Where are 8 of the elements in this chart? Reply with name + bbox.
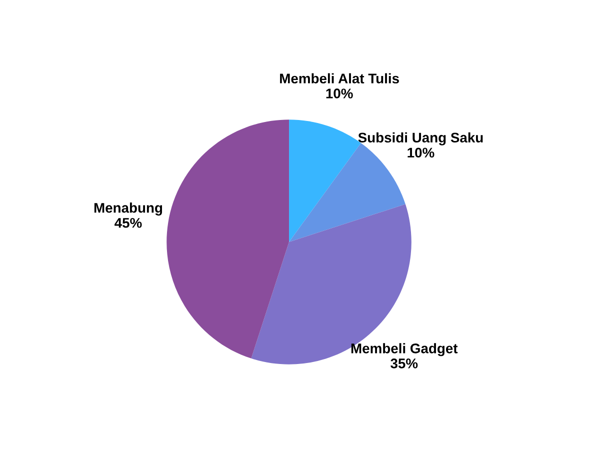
data-label: 45% [114, 218, 142, 228]
data-label: 10% [326, 88, 353, 98]
slice-label: Subsidi Uang Saku [358, 132, 483, 146]
data-label: 10% [408, 148, 434, 158]
slice-label: Menabung [94, 202, 162, 216]
slice-label: Membeli Alat Tulis [280, 73, 399, 84]
slice-label: Membeli Gadget [351, 343, 458, 356]
data-label: 35% [390, 358, 418, 368]
